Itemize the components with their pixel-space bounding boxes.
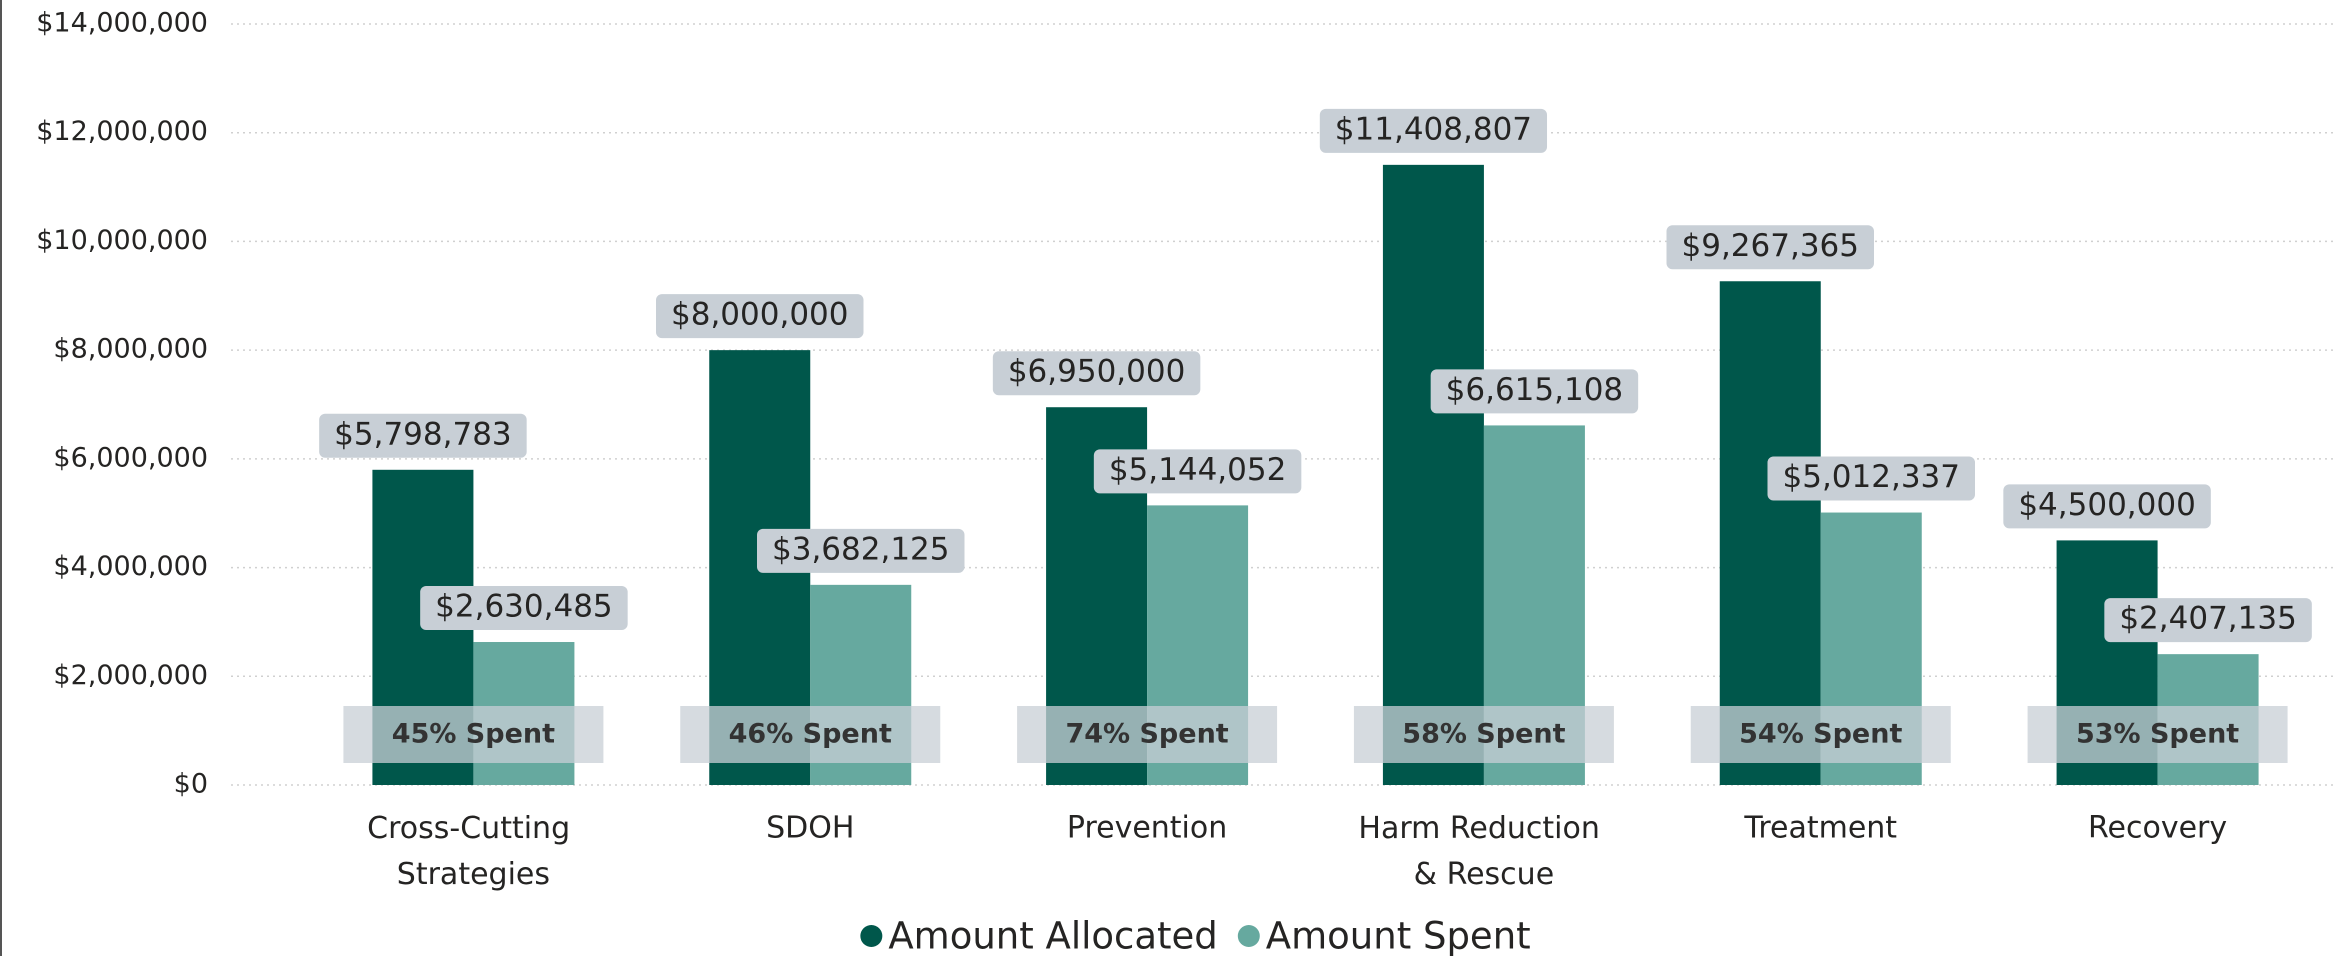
value-label-box (992, 351, 1201, 396)
value-label-box (420, 586, 628, 631)
y-tick-label: $14,000,000 (36, 8, 208, 39)
value-label-box (1666, 225, 1874, 270)
legend-label: Amount Allocated (888, 915, 1217, 956)
value-label: $5,798,783 (334, 416, 512, 452)
legend-swatch (1237, 925, 1260, 947)
y-tick-label: $10,000,000 (36, 225, 208, 256)
value-label-box (1767, 456, 1975, 501)
x-tick-label: Recovery (2088, 811, 2227, 846)
annotation: 46% Spent (729, 719, 892, 750)
x-tick-label: Prevention (1067, 811, 1227, 846)
value-label: $11,408,807 (1335, 111, 1532, 147)
value-label: $2,407,135 (2119, 601, 2297, 637)
value-label-box (1093, 449, 1302, 494)
x-tick-label: Cross-Cutting Strategies (367, 811, 579, 892)
y-tick-label: $2,000,000 (53, 660, 208, 691)
value-label: $2,630,485 (435, 589, 613, 625)
y-tick-label: $6,000,000 (53, 442, 208, 473)
annotation-box (1690, 706, 1951, 763)
annotation: 54% Spent (1739, 719, 1902, 750)
x-tick-label: SDOH (766, 811, 854, 846)
annotation: 45% Spent (392, 719, 555, 750)
bar (1382, 164, 1484, 785)
annotation-box (680, 706, 941, 763)
legend-swatch (860, 925, 883, 947)
value-label-box (1430, 369, 1639, 414)
y-tick-label: $8,000,000 (53, 334, 208, 365)
value-label-box (2104, 598, 2312, 643)
legend: Amount Allocated Amount Spent (860, 915, 1531, 956)
bar (1719, 281, 1821, 785)
value-label: $4,500,000 (2018, 487, 2196, 523)
annotation-box (1017, 706, 1278, 763)
value-label: $9,267,365 (1682, 228, 1860, 264)
y-tick-label: $4,000,000 (53, 551, 208, 582)
value-label: $5,144,052 (1109, 452, 1287, 488)
legend-label: Amount Spent (1266, 915, 1531, 956)
value-label-box (757, 528, 965, 573)
annotation-box (1353, 706, 1614, 763)
value-label-box (2003, 484, 2211, 529)
annotation: 74% Spent (1065, 719, 1228, 750)
value-label: $5,012,337 (1783, 459, 1961, 495)
y-tick-label: $0 (174, 769, 208, 800)
y-tick-label: $12,000,000 (36, 116, 208, 147)
value-label: $3,682,125 (772, 531, 950, 567)
value-label-box (656, 294, 864, 339)
annotation: 58% Spent (1402, 719, 1565, 750)
value-label: $6,615,108 (1446, 372, 1624, 408)
value-label-box (319, 413, 527, 458)
value-label: $8,000,000 (671, 297, 849, 333)
annotation-box (343, 706, 604, 763)
annotation: 53% Spent (2076, 719, 2239, 750)
annotation-box (2027, 706, 2288, 763)
value-label: $6,950,000 (1008, 354, 1186, 390)
x-tick-label: Harm Reduction & Rescue (1358, 811, 1609, 892)
value-label-box (1319, 108, 1548, 153)
x-tick-label: Treatment (1743, 811, 1897, 846)
